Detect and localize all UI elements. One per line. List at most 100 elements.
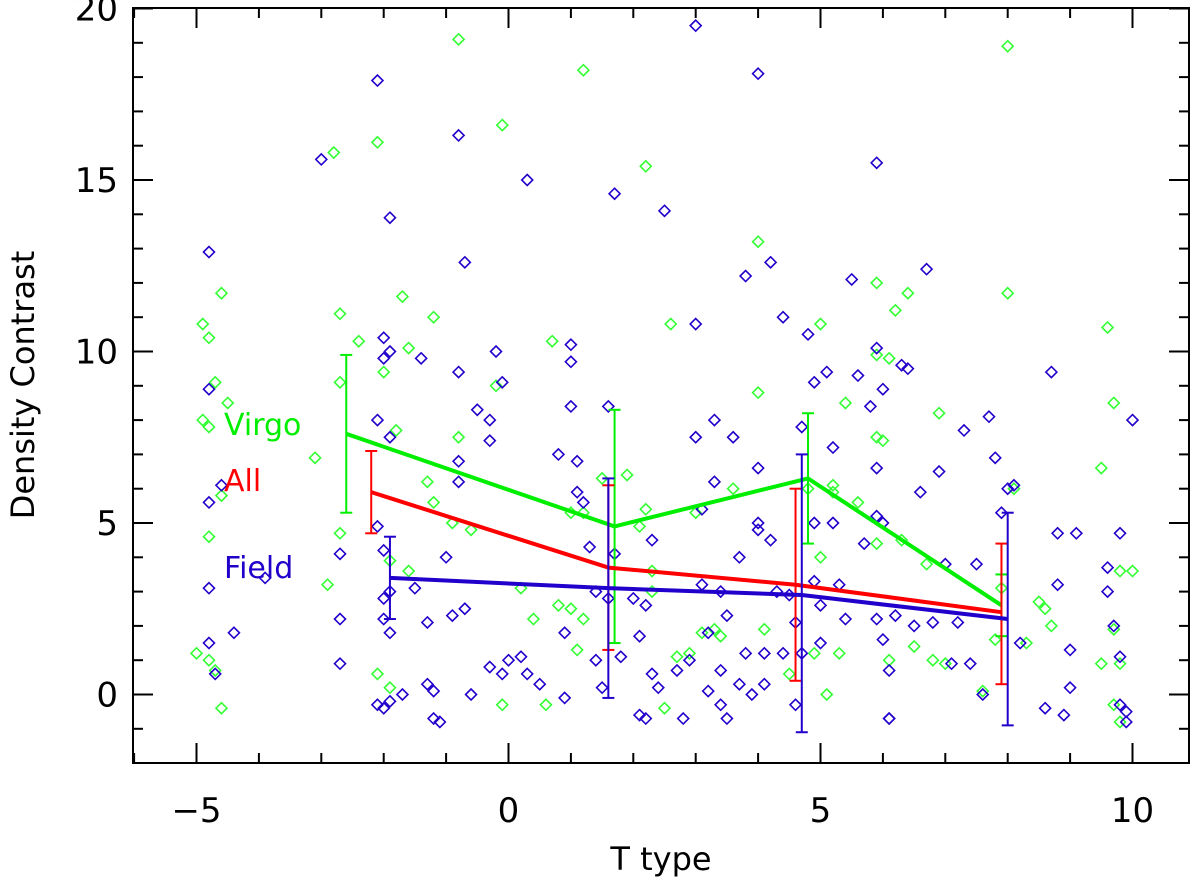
scatter-point-field xyxy=(377,591,391,606)
scatter-point-field xyxy=(1013,636,1027,650)
scatter-point-virgo xyxy=(333,526,347,540)
scatter-point-virgo xyxy=(202,653,216,667)
scatter-point-field xyxy=(851,368,865,383)
scatter-point-field xyxy=(776,310,790,324)
scatter-point-virgo xyxy=(926,653,940,667)
scatter-point-virgo xyxy=(214,701,229,715)
scatter-point-field xyxy=(689,430,703,444)
scatter-point-field xyxy=(570,485,584,499)
series-line-field xyxy=(389,575,1008,622)
scatter-point-field xyxy=(707,475,722,489)
scatter-point-field xyxy=(882,711,896,726)
scatter-point-field xyxy=(676,711,690,726)
scatter-point-virgo xyxy=(919,557,934,571)
scatter-point-virgo xyxy=(570,643,584,657)
series-line-virgo xyxy=(345,431,1003,607)
scatter-point-virgo xyxy=(1094,461,1108,475)
scatter-point-virgo xyxy=(1113,656,1127,671)
scatter-point-field xyxy=(807,516,821,530)
scatter-point-field xyxy=(857,536,871,551)
scatter-point-field xyxy=(751,516,765,530)
scatter-point-field xyxy=(439,550,453,564)
scatter-point-field xyxy=(813,636,828,650)
scatter-point-virgo xyxy=(670,650,684,664)
scatter-point-virgo xyxy=(757,622,771,636)
scatter-point-field xyxy=(520,173,534,187)
scatter-point-field xyxy=(720,608,734,623)
scatter-point-field xyxy=(582,540,597,554)
scatter-point-virgo xyxy=(333,375,347,390)
scatter-point-field xyxy=(383,344,397,359)
scatter-point-field xyxy=(801,327,815,341)
scatter-point-field xyxy=(639,711,653,726)
scatter-point-virgo xyxy=(514,581,528,595)
scatter-point-virgo xyxy=(689,506,703,520)
scatter-point-field xyxy=(807,375,821,390)
scatter-point-field xyxy=(639,598,653,612)
scatter-point-field xyxy=(451,128,466,143)
scatter-point-field xyxy=(969,557,984,571)
scatter-point-virgo xyxy=(402,564,416,578)
scatter-point-virgo xyxy=(370,135,385,149)
legend-label-field: Field xyxy=(224,551,293,586)
scatter-point-virgo xyxy=(888,303,903,317)
scatter-point-field xyxy=(1007,478,1021,492)
scatter-point-field xyxy=(870,461,884,475)
scatter-point-field xyxy=(913,485,927,499)
scatter-point-field xyxy=(944,656,959,671)
scatter-point-field xyxy=(377,543,391,558)
scatter-point-field xyxy=(451,365,466,379)
scatter-point-field xyxy=(333,612,347,626)
scatter-point-field xyxy=(533,677,547,691)
scatter-point-virgo xyxy=(826,478,840,492)
scatter-point-field xyxy=(501,653,516,667)
scatter-point-virgo xyxy=(807,646,821,660)
scatter-point-field xyxy=(1113,650,1127,664)
y-tick-label: 10 xyxy=(75,333,118,373)
scatter-point-field xyxy=(863,399,878,414)
scatter-point-field xyxy=(258,571,272,585)
scatter-point-field xyxy=(795,420,809,434)
scatter-point-virgo xyxy=(196,413,210,427)
scatter-point-field xyxy=(370,73,385,88)
scatter-point-field xyxy=(645,533,659,547)
scatter-point-field xyxy=(894,358,909,372)
scatter-point-field xyxy=(614,650,628,664)
scatter-point-virgo xyxy=(395,289,410,304)
scatter-point-field xyxy=(826,440,840,455)
scatter-point-field xyxy=(645,667,659,681)
scatter-point-virgo xyxy=(327,145,341,160)
x-axis-label: T type xyxy=(609,840,711,878)
scatter-point-field xyxy=(926,615,940,630)
y-tick-label: 5 xyxy=(96,504,118,544)
scatter-point-virgo xyxy=(682,646,697,660)
scatter-point-field xyxy=(595,681,609,695)
scatter-point-field xyxy=(838,612,853,626)
scatter-point-virgo xyxy=(882,351,896,365)
scatter-point-field xyxy=(333,547,347,561)
scatter-point-field xyxy=(1069,526,1083,540)
scatter-point-field xyxy=(882,711,896,726)
scatter-point-virgo xyxy=(377,365,391,379)
scatter-point-virgo xyxy=(639,502,653,516)
scatter-point-field xyxy=(1125,413,1140,427)
scatter-point-virgo xyxy=(545,334,559,348)
x-tick-label: 10 xyxy=(1111,791,1154,831)
scatter-point-virgo xyxy=(383,681,397,695)
scatter-point-field xyxy=(520,667,534,681)
scatter-point-field xyxy=(932,464,946,479)
scatter-point-field xyxy=(458,255,472,269)
scatter-point-field xyxy=(957,423,971,438)
scatter-point-field xyxy=(701,626,715,640)
scatter-point-virgo xyxy=(595,471,609,486)
scatter-point-field xyxy=(445,608,459,623)
scatter-point-field xyxy=(570,454,584,468)
scatter-point-field xyxy=(813,598,828,612)
scatter-point-field xyxy=(988,451,1002,465)
scatter-point-field xyxy=(377,331,391,345)
scatter-point-field xyxy=(426,711,441,726)
legend-label-virgo: Virgo xyxy=(224,408,301,443)
scatter-point-virgo xyxy=(489,379,503,393)
scatter-point-virgo xyxy=(551,598,566,612)
scatter-point-field xyxy=(426,684,441,698)
